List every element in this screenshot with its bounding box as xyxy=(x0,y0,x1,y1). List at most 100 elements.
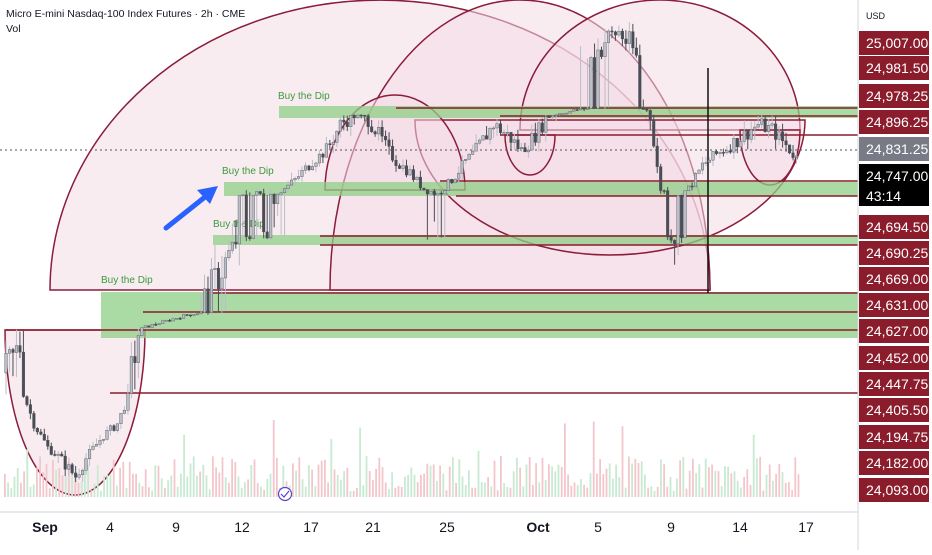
volume-bar xyxy=(548,464,550,497)
volume-bar xyxy=(384,482,387,497)
volume-bar xyxy=(500,456,502,497)
candle-body xyxy=(366,115,370,127)
candle-body xyxy=(126,392,130,411)
volume-bar xyxy=(170,475,173,497)
candle-body xyxy=(356,114,360,119)
candle-body xyxy=(460,160,464,174)
volume-bar xyxy=(653,490,656,497)
volume-bar xyxy=(16,467,19,497)
candle-body xyxy=(756,124,760,128)
volume-bar xyxy=(141,486,144,497)
volume-bar xyxy=(740,487,742,497)
candle-body xyxy=(662,190,666,192)
candle-body xyxy=(202,288,206,313)
volume-bar xyxy=(525,464,528,497)
volume-bar xyxy=(468,470,470,497)
volume-bar xyxy=(752,434,755,497)
volume-bar xyxy=(180,473,182,497)
volume-bar xyxy=(708,467,710,497)
volume-bar xyxy=(698,464,701,497)
volume-bar xyxy=(128,461,131,497)
volume-bar xyxy=(20,482,22,497)
candle-body xyxy=(213,267,217,270)
volume-bar xyxy=(522,486,525,497)
candle-body xyxy=(641,108,645,110)
volume-bar xyxy=(743,476,745,497)
price-tag-label: 24,981.50 xyxy=(866,60,928,76)
candle-body xyxy=(290,179,294,186)
volume-bar xyxy=(263,489,265,497)
candle-body xyxy=(411,169,415,180)
volume-bar xyxy=(615,464,617,497)
volume-bar xyxy=(176,486,179,497)
volume-bar xyxy=(772,480,774,497)
candle-body xyxy=(436,192,440,196)
volume-bar xyxy=(292,463,294,497)
candle-body xyxy=(638,55,642,109)
candle-body xyxy=(178,318,182,320)
candle-body xyxy=(241,194,245,197)
x-tick-label: 12 xyxy=(234,519,250,535)
volume-bar xyxy=(39,456,41,497)
candle-body xyxy=(286,184,290,189)
volume-bar xyxy=(7,482,9,497)
candle-body xyxy=(450,179,454,184)
candle-body xyxy=(540,122,544,133)
candle-body xyxy=(108,425,112,431)
candle-body xyxy=(742,130,746,142)
candle-body xyxy=(161,320,165,324)
volume-bar xyxy=(135,473,137,497)
volume-bar xyxy=(330,438,333,497)
candle-body xyxy=(279,192,283,195)
volume-bar xyxy=(244,482,246,497)
candle-body xyxy=(150,324,154,328)
candle-body xyxy=(293,178,297,181)
candle-body xyxy=(749,129,753,140)
candle-body xyxy=(418,176,422,189)
volume-bar xyxy=(314,486,317,497)
volume-bar xyxy=(356,487,358,497)
volume-bar xyxy=(10,488,13,497)
candle-body xyxy=(373,131,377,135)
volume-bar xyxy=(634,458,637,497)
volume-bar xyxy=(42,471,45,497)
candle-body xyxy=(512,139,516,143)
volume-bar xyxy=(471,487,473,497)
candle-body xyxy=(770,123,774,126)
candle-body xyxy=(606,30,610,43)
candle-body xyxy=(666,190,670,238)
candle-body xyxy=(154,324,158,326)
candle-body xyxy=(164,319,168,322)
candle-body xyxy=(554,114,558,117)
candle-body xyxy=(307,165,311,171)
volume-bar xyxy=(714,470,717,497)
candle-body xyxy=(718,152,722,154)
candle-body xyxy=(380,127,384,137)
candle-body xyxy=(230,241,234,251)
volume-bar xyxy=(509,487,512,497)
candle-body xyxy=(189,314,193,317)
volume-bar xyxy=(461,476,464,497)
candle-body xyxy=(349,115,353,127)
volume-bar xyxy=(711,464,713,497)
candle-body xyxy=(25,396,29,405)
candle-body xyxy=(223,257,227,279)
price-tag xyxy=(859,346,929,370)
candle-body xyxy=(519,147,523,150)
x-tick-label: 4 xyxy=(106,519,114,535)
candle-body xyxy=(725,150,729,154)
candle-body xyxy=(613,31,617,36)
volume-bar xyxy=(343,471,345,497)
volume-bar xyxy=(445,490,448,497)
candle-body xyxy=(272,193,276,204)
candle-body xyxy=(735,137,739,148)
candle-body xyxy=(276,193,280,204)
candle-body xyxy=(714,151,718,154)
price-tag xyxy=(859,478,929,502)
volume-bar xyxy=(365,456,368,497)
volume-bar xyxy=(100,490,102,497)
candle-body xyxy=(136,335,140,363)
candle-body xyxy=(634,47,638,56)
